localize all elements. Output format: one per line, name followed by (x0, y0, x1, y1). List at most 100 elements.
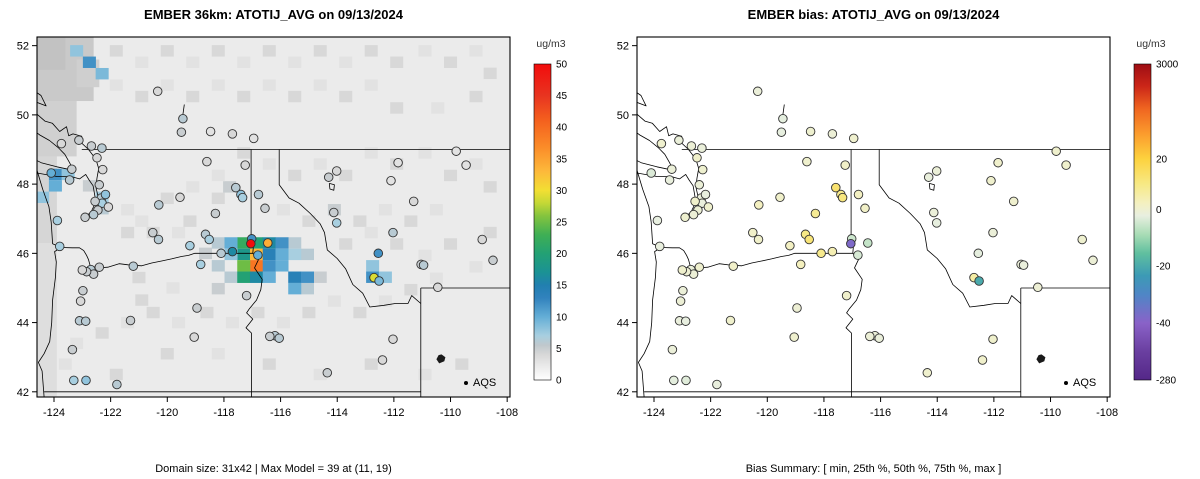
station-point (929, 207, 939, 218)
model-grid-cell (249, 237, 264, 249)
model-grid-cell (237, 147, 251, 159)
station-point (205, 126, 216, 137)
x-axis-tick-label: -124 (43, 407, 65, 419)
station-point (667, 164, 677, 174)
model-grid-cell (251, 306, 265, 319)
model-grid-cell (186, 90, 200, 103)
y-axis-tick-label: 50 (617, 110, 629, 122)
station-point (712, 379, 722, 390)
model-grid-cell (262, 79, 276, 91)
station-point (237, 192, 248, 203)
station-point (988, 227, 998, 238)
model-grid-cell (469, 261, 483, 273)
model-grid-cell (313, 271, 327, 283)
y-axis-tick-label: 52 (17, 41, 29, 53)
station-point (677, 265, 688, 275)
model-grid-cell (300, 282, 315, 295)
model-grid-cell (288, 282, 302, 295)
colorbar-tick-label: -280 (1156, 376, 1176, 387)
station-point (977, 355, 988, 365)
model-grid-cell (262, 248, 276, 261)
pacific-coastline (637, 170, 662, 397)
station-point (837, 192, 848, 203)
model-grid-cell (288, 248, 302, 261)
station-point (986, 175, 996, 186)
station-point (703, 202, 714, 212)
station-point (1088, 255, 1098, 266)
station-point (86, 141, 97, 151)
vancouver-island-coast-east (637, 132, 674, 171)
model-grid-cell (166, 282, 180, 294)
model-grid-cell (302, 306, 316, 319)
station-point (64, 175, 75, 185)
station-point (77, 265, 88, 275)
station-point (202, 156, 212, 167)
model-grid-cell (469, 158, 483, 170)
model-grid-cell (418, 45, 432, 57)
model-grid-cell (146, 306, 160, 319)
vancouver-island-coast-east (37, 132, 74, 171)
model-grid-cell (429, 204, 443, 216)
x-axis-tick-label: -112 (983, 407, 1004, 419)
model-grid-cell (444, 169, 458, 182)
y-axis-tick-label: 48 (17, 179, 29, 191)
model-grid-cell (237, 271, 251, 283)
model-grid-cell (378, 295, 392, 307)
model-grid-cell (366, 260, 380, 272)
map-base (637, 37, 1110, 397)
or-id-border-snake-river (245, 253, 263, 397)
station-point (656, 138, 667, 149)
station-point (260, 203, 270, 214)
station-point (1008, 196, 1019, 207)
bias-map-plot: -124 -122 -120 -118 -116 -114 -112 -110 -108 42 44… (617, 36, 1179, 419)
model-grid-cell (70, 45, 84, 57)
model-grid-cell (109, 79, 123, 91)
station-point (176, 127, 187, 137)
colorbar-tick-label: -40 (1156, 319, 1171, 330)
flathead-lake (328, 183, 335, 191)
station-point (393, 157, 403, 168)
station-point (789, 332, 799, 342)
colorbar-tick-label: 35 (556, 154, 568, 165)
colorbar-tick-label: 20 (556, 249, 568, 260)
model-grid-cell (276, 204, 290, 216)
station-point (418, 260, 429, 270)
station-point (669, 375, 679, 386)
model-grid-cell (313, 79, 327, 91)
station-point (331, 166, 342, 176)
station-point (97, 164, 108, 175)
model-grid-cell (225, 316, 239, 329)
vancouver-island-coast-south (37, 160, 74, 171)
model-grid-cell (211, 79, 225, 91)
station-point (753, 234, 764, 245)
station-point (263, 238, 273, 248)
model-grid-cell (48, 180, 62, 192)
station-point (863, 238, 873, 248)
station-point (46, 168, 56, 178)
station-point (148, 227, 158, 238)
colorbar-tick-label: 3000 (1156, 60, 1179, 71)
pacific-coastline (37, 170, 62, 397)
model-grid-cell (237, 56, 251, 68)
model-grid-cell (313, 158, 327, 170)
model-grid-cell (249, 260, 264, 272)
station-point (81, 375, 91, 386)
aqs-point-icon (464, 381, 468, 385)
station-point (988, 334, 998, 344)
model-grid-cell (95, 67, 109, 80)
station-point (52, 215, 63, 226)
model-grid-cell (186, 56, 200, 68)
station-point (775, 192, 785, 203)
station-point (204, 234, 214, 245)
panel-model: -124 -122 -120 -118 -116 -114 -112 -110 -108 42 44… (17, 7, 568, 475)
station-point (1061, 160, 1071, 170)
x-axis-tick-label: -114 (327, 407, 348, 419)
model-grid-cell (172, 226, 186, 239)
plot-border (36, 36, 511, 398)
model-grid-cell (364, 45, 378, 57)
station-point (810, 208, 821, 219)
model-grid-cell (404, 283, 418, 296)
station-point (377, 355, 388, 365)
panel-bias: -124 -122 -120 -118 -116 -114 -112 -110 -108 42 44… (600, 0, 1200, 479)
model-grid-cell (313, 368, 327, 381)
